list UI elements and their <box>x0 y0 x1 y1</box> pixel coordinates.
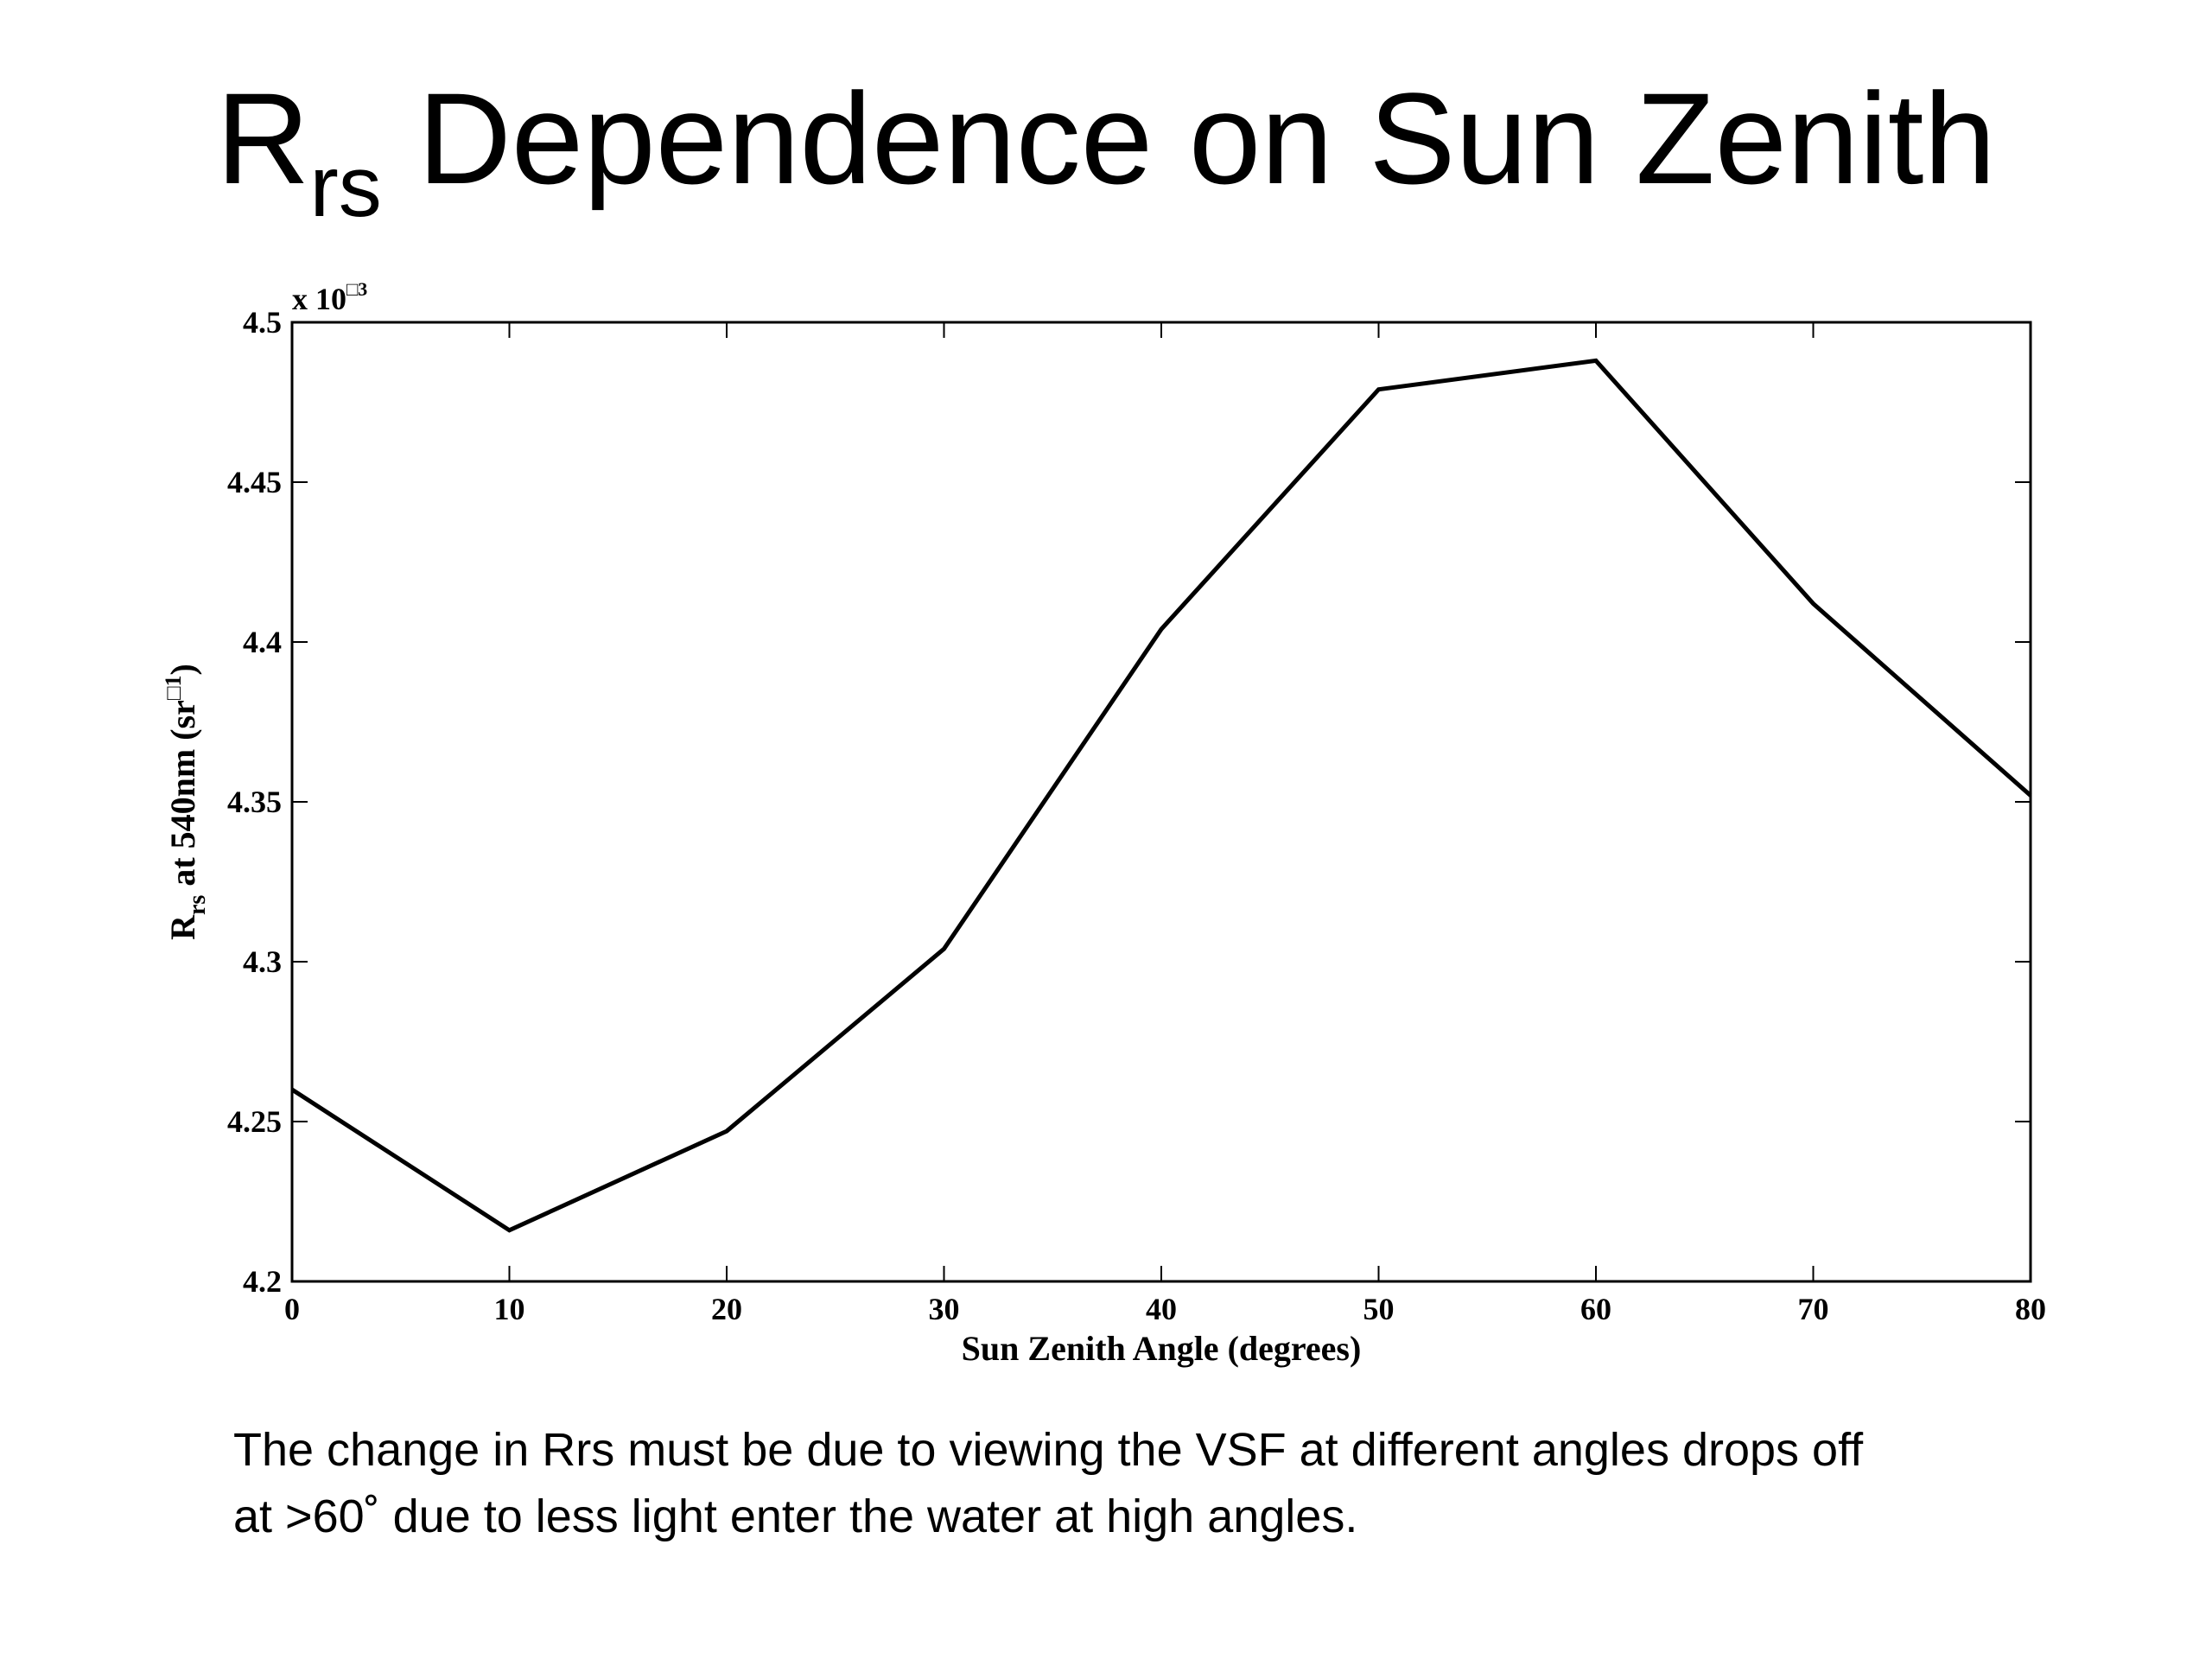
y-exponent-base: x 10 <box>292 282 346 316</box>
tick-marks <box>291 321 2031 1282</box>
caption-line-2: at >60˚ due to less light enter the wate… <box>233 1491 1358 1542</box>
x-tick-label: 80 <box>2015 1292 2046 1326</box>
slide-title: Rrs Dependence on Sun Zenith <box>0 60 2212 238</box>
title-subscript: rs <box>309 138 382 235</box>
x-tick-label: 60 <box>1580 1292 1611 1326</box>
y-tick-label: 4.4 <box>243 625 282 659</box>
y-tick-label: 4.35 <box>227 785 282 819</box>
x-tick-labels: 0 10 20 30 40 50 60 70 80 <box>284 1292 2046 1326</box>
x-tick-label: 50 <box>1363 1292 1395 1326</box>
x-axis-label: Sun Zenith Angle (degrees) <box>962 1329 1362 1368</box>
title-rest: Dependence on Sun Zenith <box>381 66 1996 211</box>
y-tick-labels: 4.2 4.25 4.3 4.35 4.4 4.45 4.5 <box>227 305 282 1299</box>
y-label-sup: □1 <box>161 675 186 700</box>
x-tick-label: 30 <box>929 1292 960 1326</box>
y-label-sub: rs <box>184 895 211 915</box>
y-axis-label: Rrs at 540nm (sr□1) <box>161 664 211 940</box>
plot-area-frame <box>290 321 2032 1283</box>
series-line <box>290 358 2032 1233</box>
title-main: R <box>216 66 310 211</box>
x-tick-label: 20 <box>711 1292 742 1326</box>
y-tick-label: 4.45 <box>227 465 282 499</box>
x-tick-label: 40 <box>1146 1292 1177 1326</box>
y-tick-label: 4.3 <box>243 944 282 979</box>
slide-caption: The change in Rrs must be due to viewing… <box>233 1417 2134 1550</box>
y-tick-label: 4.5 <box>243 305 282 340</box>
x-tick-label: 70 <box>1798 1292 1829 1326</box>
y-label-close: ) <box>163 664 202 675</box>
caption-line-1: The change in Rrs must be due to viewing… <box>233 1424 1864 1476</box>
y-label-rest: at 540nm (sr <box>163 700 202 895</box>
y-tick-label: 4.25 <box>227 1104 282 1139</box>
y-exponent-power: □3 <box>346 278 367 300</box>
x-tick-label: 10 <box>494 1292 525 1326</box>
y-exponent-label: x 10□3 <box>292 278 367 316</box>
x-tick-label: 0 <box>284 1292 300 1326</box>
y-label-main: R <box>163 914 202 940</box>
y-tick-label: 4.2 <box>243 1264 282 1299</box>
